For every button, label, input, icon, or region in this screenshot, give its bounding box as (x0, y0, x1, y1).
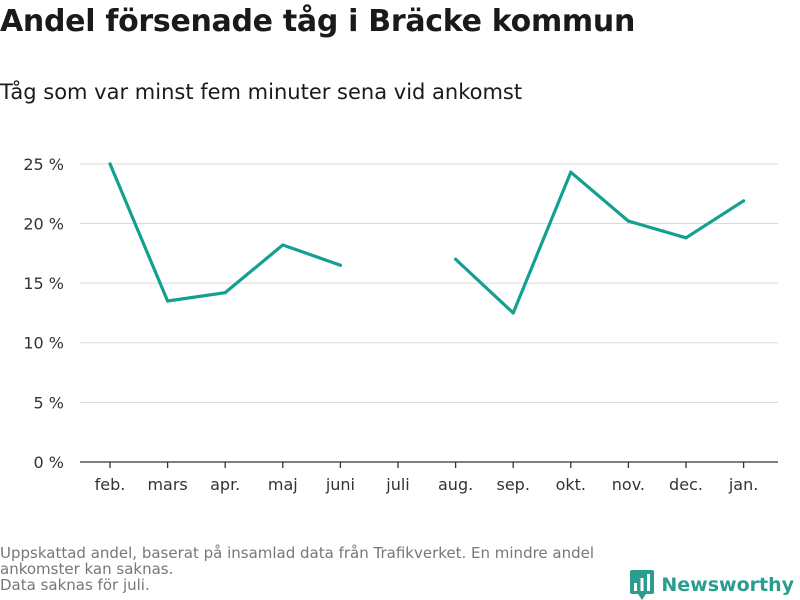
line-chart: 0 % 5 % 10 % 15 % 20 % 25 % feb. mars apr. maj ju… (23, 155, 778, 494)
x-tick-label: nov. (612, 475, 645, 494)
x-tick-label: mars (147, 475, 187, 494)
data-point (223, 291, 227, 295)
y-tick-label: 25 % (23, 155, 64, 174)
x-tick-label: jan. (728, 475, 758, 494)
y-tick-label: 5 % (34, 393, 64, 412)
x-tick-label: sep. (496, 475, 529, 494)
data-point (108, 162, 112, 166)
data-point (684, 236, 688, 240)
footnotes: Uppskattad andel, baserat på insamlad da… (0, 545, 630, 593)
x-tick-label: okt. (556, 475, 586, 494)
newsworthy-logo-icon (630, 570, 655, 600)
chart-subtitle: Tåg som var minst fem minuter sena vid a… (0, 80, 523, 104)
data-point (511, 311, 515, 315)
series-line-segment (108, 163, 341, 303)
footnote-line: Data saknas för juli. (0, 576, 150, 594)
data-point (338, 263, 342, 267)
data-point (626, 219, 631, 223)
series-line-segment (454, 170, 745, 315)
x-tick-label: feb. (95, 475, 126, 494)
x-tick-label: juni (325, 475, 355, 494)
x-tick-label: juli (385, 475, 409, 494)
y-tick-label: 20 % (23, 214, 64, 233)
series-lines (108, 162, 746, 315)
gridlines (80, 163, 778, 403)
x-axis: feb. mars apr. maj juni juli aug. sep. okt. nov. d… (80, 461, 778, 494)
x-tick-label: dec. (669, 475, 703, 494)
x-tick-label: apr. (210, 475, 240, 494)
x-tick-label: maj (268, 475, 298, 494)
y-tick-label: 0 % (34, 453, 64, 472)
data-point (281, 243, 285, 247)
y-axis-tick-labels: 0 % 5 % 10 % 15 % 20 % 25 % (23, 155, 64, 472)
chart-title: Andel försenade tåg i Bräcke kommun (0, 4, 635, 39)
y-tick-label: 10 % (23, 334, 64, 353)
data-point (166, 299, 170, 303)
footnote-line: Uppskattad andel, baserat på insamlad da… (0, 544, 595, 562)
footnote-line: ankomster kan saknas. (0, 560, 174, 578)
brand-logo[interactable]: Newsworthy (630, 570, 794, 600)
x-tick-label: aug. (438, 475, 473, 494)
data-point (569, 170, 573, 174)
data-point (454, 257, 458, 261)
data-point (742, 199, 746, 203)
y-tick-label: 15 % (23, 274, 64, 293)
brand-name: Newsworthy (661, 574, 794, 596)
